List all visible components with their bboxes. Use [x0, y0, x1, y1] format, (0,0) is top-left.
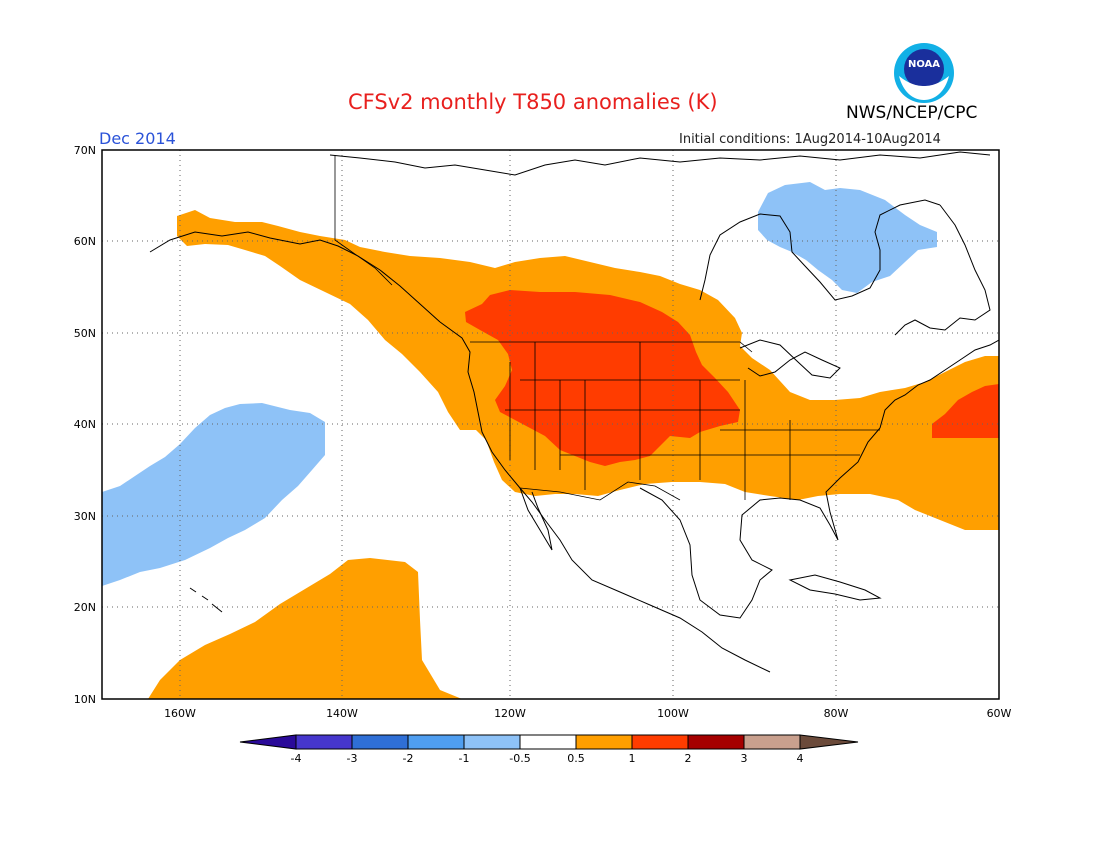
canada-us-border [470, 341, 753, 353]
cold-hudson-bay-region [758, 182, 937, 293]
legend-tick: -4 [291, 752, 302, 765]
lat-label-50n: 50N [74, 327, 96, 340]
arctic-coast [329, 151, 991, 176]
legend-tick: 3 [741, 752, 748, 765]
longitude-labels: 160W 140W 120W 100W 80W 60W [164, 707, 1011, 720]
baja-coast [519, 487, 553, 551]
legend-swatch-4-3 [295, 734, 353, 750]
lon-label-160w: 160W [164, 707, 196, 720]
legend-tick-labels: -4 -3 -2 -1 -0.5 0.5 1 2 3 4 [291, 752, 804, 765]
lon-label-120w: 120W [494, 707, 526, 720]
hawaii-islands [189, 587, 223, 613]
coastlines [149, 151, 999, 673]
legend-tick: -2 [403, 752, 414, 765]
noaa-logo-center [904, 49, 944, 89]
labrador-coast [894, 204, 991, 336]
great-lakes [739, 339, 841, 379]
lat-label-70n: 70N [74, 144, 96, 157]
legend-tick: 1 [629, 752, 636, 765]
lat-label-20n: 20N [74, 601, 96, 614]
alaska-coast [149, 231, 441, 323]
warm-subtropical-pacific-region [148, 558, 462, 699]
valid-month-label: Dec 2014 [99, 129, 176, 148]
cold-north-pacific-region [102, 403, 325, 586]
legend-swatch-05-1 [575, 734, 633, 750]
map-frame [101, 149, 1000, 700]
lat-label-40n: 40N [74, 418, 96, 431]
lon-label-100w: 100W [657, 707, 689, 720]
legend-tick: 4 [797, 752, 804, 765]
latitude-labels: 70N 60N 50N 40N 30N 20N 10N [74, 144, 96, 706]
legend-tick: 2 [685, 752, 692, 765]
lon-label-80w: 80W [824, 707, 849, 720]
state-lines [505, 342, 880, 500]
atlantic-coast [879, 339, 999, 429]
map-title: CFSv2 monthly T850 anomalies (K) [348, 90, 718, 114]
legend-tick: -0.5 [509, 752, 530, 765]
legend-swatch-below-4 [239, 734, 297, 750]
legend-swatch-above-4 [799, 734, 859, 750]
legend-swatch-3-4 [743, 734, 801, 750]
pacific-coast [439, 321, 771, 673]
cuba-coast [788, 574, 882, 601]
legend-swatch-2-3 [687, 734, 745, 750]
hudson-bay-coast [699, 199, 941, 301]
political-borders [334, 155, 880, 501]
legend-tick: -1 [459, 752, 470, 765]
legend-swatch-1-2 [631, 734, 689, 750]
anomaly-shading [102, 182, 999, 699]
legend-swatch-1-05 [463, 734, 521, 750]
us-mexico-border [519, 481, 681, 501]
lat-label-30n: 30N [74, 510, 96, 523]
warm-core-northern-plains-region [465, 290, 740, 466]
noaa-logo: NOAA [894, 43, 954, 103]
initial-conditions-label: Initial conditions: 1Aug2014-10Aug2014 [679, 132, 941, 147]
lat-label-10n: 10N [74, 693, 96, 706]
alaska-canada-border [334, 155, 393, 286]
color-legend [239, 734, 859, 750]
legend-swatch-neutral [519, 734, 577, 750]
legend-swatch-2-1 [407, 734, 465, 750]
noaa-logo-text: NOAA [908, 59, 940, 70]
legend-tick: 0.5 [567, 752, 585, 765]
gulf-coast [639, 427, 881, 619]
noaa-logo-wave [899, 76, 949, 100]
agency-label: NWS/NCEP/CPC [846, 103, 978, 123]
lat-label-60n: 60N [74, 235, 96, 248]
legend-tick: -3 [347, 752, 358, 765]
legend-swatch-3-2 [351, 734, 409, 750]
lon-label-140w: 140W [326, 707, 358, 720]
lon-label-60w: 60W [987, 707, 1012, 720]
